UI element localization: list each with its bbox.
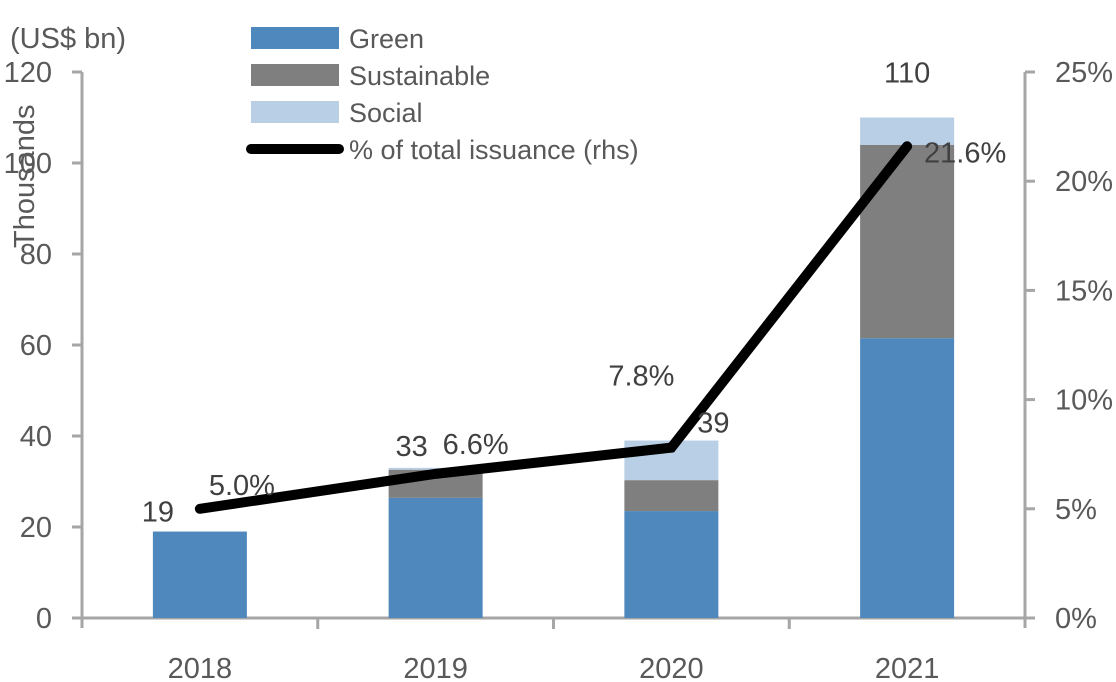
bar-green-2018 [152,531,247,618]
bar-green-2021 [860,338,955,618]
right-tick-label: 15% [1055,275,1113,307]
total-label-2021: 110 [884,58,930,90]
left-tick-label: 100 [4,148,52,180]
unit-label: (US$ bn) [10,23,126,55]
x-tick-label: 2020 [639,653,704,682]
left-tick-label: 20 [20,512,52,544]
total-label-2018: 19 [142,497,174,529]
bar-social-2019 [388,467,483,470]
right-tick-label: 25% [1055,57,1113,89]
left-tick-label: 60 [20,330,52,362]
right-tick-label: 5% [1055,494,1097,526]
right-tick-label: 0% [1055,603,1097,635]
x-axis: 2018 2019 2020 2021 [72,616,1035,682]
line-series [194,141,913,514]
legend-label-green: Green [349,24,424,54]
left-tick-label: 80 [20,239,52,271]
legend-swatch-sustainable [251,64,339,86]
right-tick-label: 20% [1055,166,1113,198]
total-label-2020: 39 [697,408,729,440]
legend-label-social: Social [349,98,423,128]
bars [152,117,955,618]
right-axis: 0% 5% 10% 15% 20% 25% [1023,57,1113,635]
left-tick-label: 0 [36,603,52,635]
pct-label-2021: 21.6% [924,137,1006,169]
pct-label-2018: 5.0% [209,470,275,502]
left-tick-label: 120 [4,57,52,89]
y-axis-title: Thousands [9,105,41,249]
left-tick-label: 40 [20,421,52,453]
bar-green-2020 [624,511,719,618]
legend-swatch-green [251,27,339,49]
pct-issuance-line [194,141,913,514]
x-tick-label: 2019 [403,653,468,682]
total-label-2019: 33 [395,431,427,463]
pct-label-2019: 6.6% [443,429,509,461]
legend-label-sustainable: Sustainable [349,61,490,91]
bar-social-2021 [860,117,955,145]
pct-label-2020: 7.8% [608,361,674,393]
bar-sustainable-2020 [624,480,719,512]
bar-green-2019 [388,497,483,618]
legend-label-line: % of total issuance (rhs) [349,135,639,165]
x-tick-label: 2021 [875,653,940,682]
bar-sustainable-2021 [860,144,955,339]
x-tick-label: 2018 [168,653,233,682]
legend: Green Sustainable Social % of total issuanc… [246,24,639,165]
left-axis: 0 20 40 60 80 100 120 [4,57,84,635]
legend-swatch-social [251,101,339,123]
data-labels: 19 33 39 110 5.0% 6.6% 7.8% 21.6% [142,58,1007,529]
right-tick-label: 10% [1055,385,1113,417]
